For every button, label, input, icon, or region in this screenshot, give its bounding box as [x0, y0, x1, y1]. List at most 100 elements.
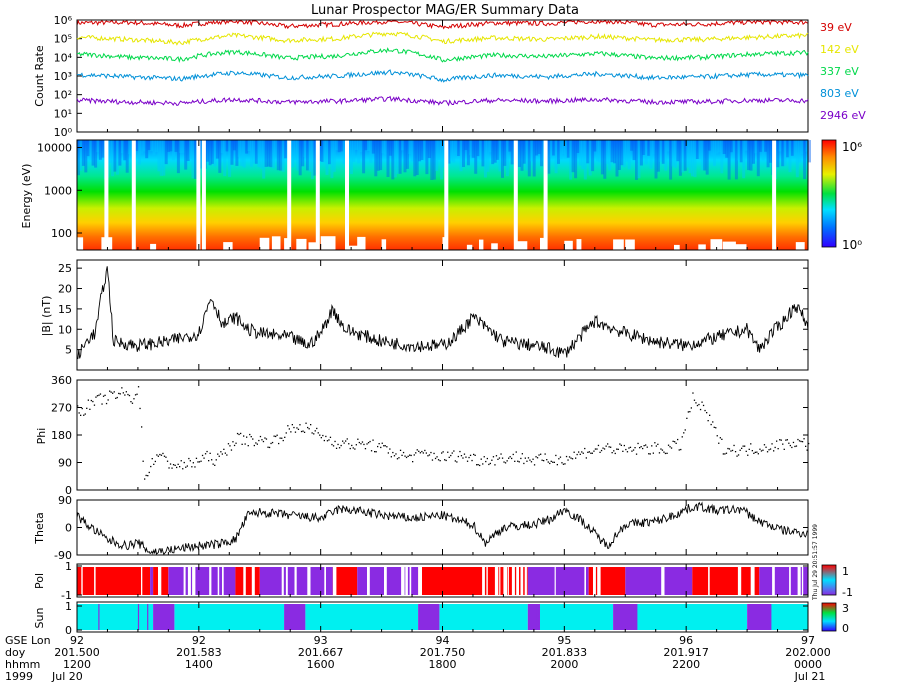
spectrogram-gap: [444, 140, 449, 250]
phi-point: [340, 444, 342, 447]
spectrogram-streak: [174, 140, 178, 152]
phi-point: [686, 417, 688, 419]
phi-point: [308, 428, 310, 430]
spectrogram-streak: [793, 140, 797, 158]
phi-point: [439, 460, 441, 462]
phi-point: [757, 453, 759, 455]
spectrogram-streak: [381, 140, 385, 154]
phi-point: [177, 463, 179, 465]
spectrogram-streak: [301, 140, 305, 167]
phi-point: [741, 447, 743, 449]
spectrogram-streak: [717, 140, 721, 153]
phi-point: [733, 444, 735, 447]
phi-point: [614, 452, 616, 455]
x-doy-label: 201.917: [663, 646, 709, 659]
phi-point: [218, 455, 220, 457]
phi-point: [343, 442, 345, 444]
phi-point: [661, 449, 664, 451]
spectrogram-tick-label: 10000: [37, 142, 72, 155]
phi-point: [392, 451, 394, 454]
spectrogram-streak: [137, 140, 141, 165]
phi-point: [174, 464, 176, 466]
phi-point: [240, 432, 242, 435]
phi-point: [789, 444, 791, 447]
phi-point: [293, 426, 295, 429]
pol-stripe: [789, 567, 791, 595]
phi-point: [162, 452, 164, 455]
pol-stripe: [516, 567, 519, 595]
phi-point: [159, 453, 161, 456]
phi-point: [310, 424, 312, 426]
phi-point: [415, 452, 417, 454]
spectrogram-streak: [310, 140, 314, 180]
spectrogram-streak: [418, 140, 422, 162]
phi-point: [285, 432, 287, 434]
pol-stripe: [187, 567, 191, 595]
pol-stripe: [183, 567, 186, 595]
phi-point: [514, 460, 516, 462]
phi-point: [258, 439, 260, 442]
count-rate-series: [76, 19, 809, 107]
spectrogram-streak: [759, 140, 763, 152]
phi-point: [250, 436, 252, 438]
spectrogram-streak: [471, 140, 475, 158]
phi-point: [259, 435, 262, 438]
spectrogram-streak: [569, 140, 573, 180]
phi-point: [98, 394, 100, 396]
phi-point: [546, 459, 548, 461]
phi-point: [405, 456, 408, 459]
spectrogram-streak: [120, 140, 124, 154]
phi-point: [681, 436, 683, 438]
phi-point: [725, 452, 728, 454]
phi-point: [361, 441, 364, 443]
phi-point: [428, 454, 431, 456]
x-doy-label: 201.833: [542, 646, 588, 659]
phi-point: [235, 442, 237, 444]
spectrogram-streak: [603, 140, 607, 179]
spectrogram-streak: [162, 140, 166, 176]
phi-point: [663, 451, 665, 453]
spectrogram-streak: [257, 140, 261, 167]
phi-point: [255, 442, 257, 444]
phi-point: [332, 445, 335, 447]
phi-point: [698, 403, 700, 406]
spectrogram-streak: [430, 140, 434, 180]
spectrogram-streak: [176, 140, 180, 174]
phi-point: [521, 453, 523, 455]
phi-point: [366, 443, 368, 445]
phi-point: [307, 426, 309, 429]
theta-tick-label: 90: [58, 494, 72, 507]
spectrogram-streak: [181, 140, 185, 153]
phi-point: [331, 443, 333, 446]
x-gse-lon-label: 96: [679, 634, 693, 647]
spectrogram-blank: [223, 242, 233, 250]
spectrogram-streak: [805, 140, 809, 152]
phi-point: [241, 443, 243, 445]
spectrogram-streak: [405, 140, 409, 169]
phi-point: [777, 448, 779, 450]
b-magnitude-frame: [76, 259, 809, 371]
theta-series: [76, 501, 809, 556]
phi-point: [93, 404, 96, 406]
sun-colorbar: [821, 602, 837, 632]
spectrogram-streak: [293, 140, 297, 161]
phi-point: [701, 401, 703, 403]
phi-point: [139, 407, 141, 410]
phi-point: [389, 448, 391, 450]
spectrogram-streak: [128, 140, 132, 155]
spectrogram-streak: [159, 140, 163, 176]
phi-point: [658, 452, 661, 454]
phi-point: [786, 439, 788, 441]
phi-point: [798, 440, 801, 442]
pol-segment: [625, 567, 693, 595]
spectrogram-streak: [803, 140, 807, 180]
spectrogram-streak: [98, 140, 102, 160]
phi-point: [214, 464, 216, 466]
phi-point: [169, 463, 172, 465]
phi-point: [299, 424, 301, 426]
phi-point: [360, 443, 362, 445]
phi-point: [410, 454, 412, 457]
phi-point: [678, 449, 680, 451]
colorbar-min-label: 10⁰: [842, 238, 862, 252]
phi-point: [182, 468, 184, 470]
